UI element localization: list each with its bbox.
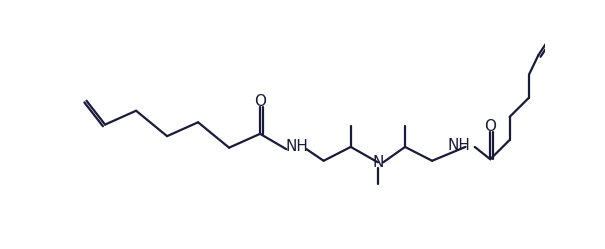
Text: N: N (372, 155, 384, 170)
Text: O: O (484, 120, 496, 134)
Text: NH: NH (448, 138, 471, 153)
Text: NH: NH (285, 139, 308, 154)
Text: O: O (254, 94, 266, 109)
